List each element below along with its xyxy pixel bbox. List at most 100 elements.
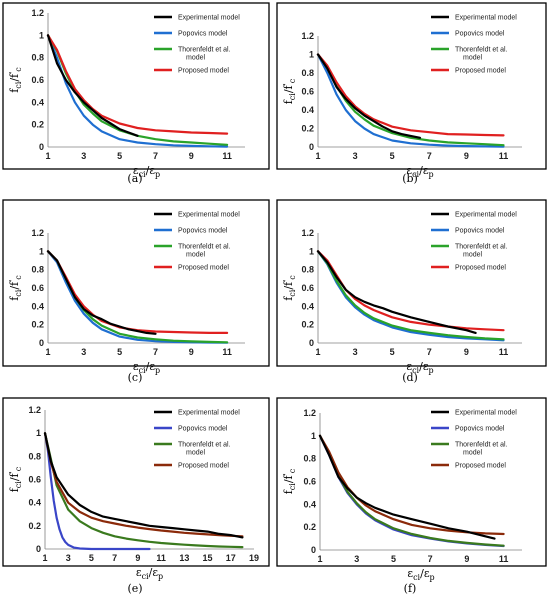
series-line-thorenfeldt xyxy=(43,432,244,549)
legend-label-proposed: Proposed model xyxy=(455,463,506,470)
legend-label-proposed: Proposed model xyxy=(455,265,506,272)
legend-label-thorenfeldt: model xyxy=(186,55,206,62)
x-tick-label: 11 xyxy=(499,151,509,161)
x-tick-label: 5 xyxy=(390,151,395,161)
y-tick-label: 1.2 xyxy=(31,8,44,18)
x-tick-label: 3 xyxy=(66,553,71,563)
legend-label-proposed: Proposed model xyxy=(455,68,506,75)
panel-caption: (d) xyxy=(402,371,418,384)
y-tick-label: 1.2 xyxy=(301,31,314,41)
legend-label-popovics: Popovics model xyxy=(455,228,505,235)
x-tick-label: 9 xyxy=(464,151,469,161)
x-tick-label: 9 xyxy=(464,347,469,357)
legend-label-proposed: Proposed model xyxy=(178,265,229,272)
x-tick-label: 5 xyxy=(391,554,396,564)
series-line-proposed xyxy=(43,432,244,538)
x-tick-label: 1 xyxy=(45,347,50,357)
y-tick-label: 0 xyxy=(39,142,44,152)
y-axis-label: fci/f'c xyxy=(8,466,23,492)
y-tick-label: 0.4 xyxy=(28,498,41,508)
x-tick-label: 11 xyxy=(156,553,166,563)
x-axis-label: εci/εp xyxy=(406,360,433,375)
x-tick-label: 7 xyxy=(428,554,433,564)
x-axis-label: εci/εp xyxy=(133,164,160,179)
x-tick-label: 9 xyxy=(189,347,194,357)
x-tick-label: 1 xyxy=(315,347,320,357)
y-tick-label: 0.6 xyxy=(28,475,41,485)
y-tick-label: 0.6 xyxy=(301,283,314,293)
panel-d: 0 0.2 0.4 0.6 0.8 1 1.2 1 3 5 7 9 11 fci/f'c εci/εp Exp… xyxy=(276,199,547,375)
y-tick-label: 0.6 xyxy=(303,477,316,487)
panel-caption: (e) xyxy=(127,582,142,595)
legend-label-popovics: Popovics model xyxy=(178,426,228,433)
x-tick-label: 3 xyxy=(81,151,86,161)
y-tick-label: 0.6 xyxy=(31,75,44,85)
panel-frame xyxy=(276,199,547,367)
legend-label-popovics: Popovics model xyxy=(178,228,228,235)
legend-label-thorenfeldt: Thorenfeldt et al. xyxy=(178,442,231,449)
y-tick-label: 0.2 xyxy=(301,124,314,134)
legend-label-experimental: Experimental model xyxy=(178,15,240,22)
y-tick-label: 0 xyxy=(309,338,314,348)
x-tick-label: 5 xyxy=(89,553,94,563)
legend-label-experimental: Experimental model xyxy=(178,410,240,417)
legend-label-proposed: Proposed model xyxy=(178,68,229,75)
y-tick-label: 0.4 xyxy=(301,105,314,115)
x-tick-label: 1 xyxy=(315,151,320,161)
panel-caption: (f) xyxy=(404,582,417,595)
y-axis-label: fci/f'c xyxy=(282,468,297,494)
y-tick-label: 0.2 xyxy=(303,522,316,532)
legend-label-thorenfeldt: model xyxy=(463,55,483,62)
y-tick-label: 0.4 xyxy=(303,499,316,509)
series-line-experimental xyxy=(316,53,422,139)
y-tick-label: 0 xyxy=(36,544,41,554)
series-line-popovics xyxy=(43,432,151,551)
legend-label-thorenfeldt: model xyxy=(463,252,483,259)
x-tick-label: 19 xyxy=(249,553,259,563)
x-tick-label: 9 xyxy=(464,554,469,564)
x-tick-label: 7 xyxy=(112,553,117,563)
x-tick-label: 11 xyxy=(499,347,509,357)
x-tick-label: 11 xyxy=(222,347,232,357)
panel-frame xyxy=(2,199,270,367)
y-tick-label: 1 xyxy=(309,246,314,256)
y-tick-label: 0.6 xyxy=(31,283,44,293)
y-tick-label: 0.2 xyxy=(31,120,44,130)
x-tick-label: 9 xyxy=(135,553,140,563)
legend-label-popovics: Popovics model xyxy=(178,31,228,38)
y-tick-label: 0.6 xyxy=(301,87,314,97)
panel-frame xyxy=(2,397,270,567)
y-tick-label: 0 xyxy=(309,142,314,152)
y-tick-label: 0.8 xyxy=(31,53,44,63)
panel-b: 0 0.2 0.4 0.6 0.8 1 1.2 1 3 5 7 9 11 fci/f'c εci/εp Exp… xyxy=(276,2,547,179)
x-tick-label: 15 xyxy=(203,553,213,563)
series-line-experimental xyxy=(46,250,157,335)
x-tick-label: 3 xyxy=(354,554,359,564)
legend: Experimental model Popovics model Thorenfe… xyxy=(431,410,517,470)
x-axis-label: εci/εp xyxy=(133,360,160,375)
y-tick-label: 1 xyxy=(311,431,316,441)
y-axis-label: fci/f'c xyxy=(282,275,297,301)
x-tick-label: 13 xyxy=(179,553,189,563)
panel-a: 0 0.2 0.4 0.6 0.8 1 1.2 1 3 5 7 9 11 fci/f'c εci/εp Exp… xyxy=(2,2,270,179)
y-tick-label: 0.8 xyxy=(31,265,44,275)
x-tick-label: 5 xyxy=(117,347,122,357)
y-tick-label: 1 xyxy=(39,30,44,40)
legend-label-thorenfeldt: model xyxy=(186,252,206,259)
panel-f: 0 0.2 0.4 0.6 0.8 1 1.2 1 3 5 7 9 11 fci/f'c εci/εp Exp… xyxy=(276,397,547,582)
y-tick-label: 0 xyxy=(39,338,44,348)
y-axis-label: fci/f'c xyxy=(8,275,23,301)
legend-label-popovics: Popovics model xyxy=(455,426,505,433)
legend-label-thorenfeldt: Thorenfeldt et al. xyxy=(178,47,231,54)
y-tick-label: 0 xyxy=(311,545,316,555)
legend-label-experimental: Experimental model xyxy=(455,212,517,219)
y-tick-label: 0.8 xyxy=(301,68,314,78)
legend-label-proposed: Proposed model xyxy=(178,463,229,470)
x-tick-label: 3 xyxy=(353,151,358,161)
x-tick-label: 3 xyxy=(81,347,86,357)
x-tick-label: 5 xyxy=(117,151,122,161)
y-tick-label: 0.2 xyxy=(31,320,44,330)
y-tick-label: 1 xyxy=(39,246,44,256)
legend-label-experimental: Experimental model xyxy=(178,212,240,219)
